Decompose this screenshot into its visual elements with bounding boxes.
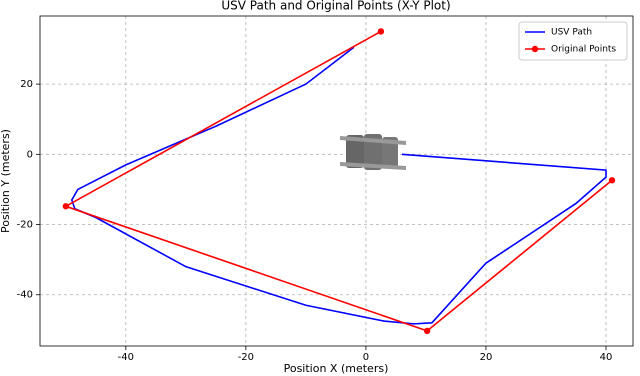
legend-box (518, 21, 628, 61)
legend-marker (531, 45, 539, 53)
plot-frame (39, 15, 634, 347)
y-tick-label: 0 (27, 149, 33, 160)
y-tick-label: 20 (20, 79, 33, 90)
x-tick-label: -40 (118, 352, 134, 363)
x-tick-label: -20 (238, 352, 254, 363)
series-line (63, 30, 613, 332)
point (608, 177, 616, 184)
series-line (70, 46, 607, 325)
legend-label: Original Points (551, 45, 616, 55)
y-tick-label: -20 (17, 220, 33, 231)
x-axis-label: Position X (meters) (284, 362, 389, 375)
point (62, 203, 70, 210)
y-axis-label: Position Y (meters) (0, 129, 12, 233)
usv-icon (340, 134, 406, 170)
legend-label: USV Path (551, 28, 592, 38)
point (423, 327, 431, 335)
x-tick-label: 20 (480, 352, 493, 363)
x-tick-label: 0 (363, 352, 369, 363)
y-tick-label: -40 (17, 290, 33, 301)
chart-title: USV Path and Original Points (X-Y Plot) (221, 0, 450, 13)
point (377, 28, 385, 35)
x-tick-label: 40 (600, 352, 613, 363)
